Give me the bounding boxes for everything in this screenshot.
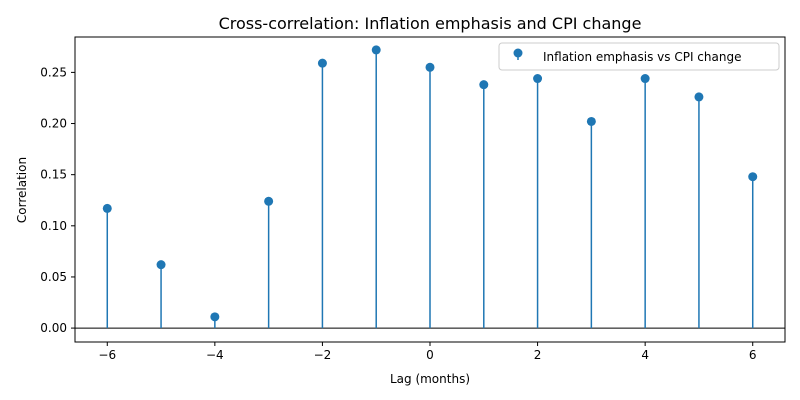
legend: Inflation emphasis vs CPI change (498, 42, 780, 71)
legend-frame (498, 42, 780, 71)
data-point (586, 116, 596, 126)
data-point (371, 45, 381, 55)
y-tick-label: 0.15 (40, 168, 67, 182)
data-point (317, 58, 327, 68)
x-tick-label: 6 (749, 348, 757, 362)
legend-marker-swatch (513, 48, 523, 58)
y-tick-label: 0.25 (40, 65, 67, 79)
x-tick-label: 0 (426, 348, 434, 362)
legend-entry-label: Inflation emphasis vs CPI change (543, 50, 741, 64)
x-tick-label: −2 (314, 348, 332, 362)
y-tick-label: 0.20 (40, 117, 67, 131)
y-tick-label: 0.10 (40, 219, 67, 233)
x-tick-label: 4 (641, 348, 649, 362)
data-point (264, 196, 274, 206)
data-point (156, 260, 166, 270)
x-tick-label: 2 (534, 348, 542, 362)
data-point (748, 172, 758, 182)
x-tick-label: −6 (98, 348, 116, 362)
data-point (533, 74, 543, 84)
data-point (425, 62, 435, 72)
x-axis-label: Lag (months) (390, 372, 470, 386)
y-tick-label: 0.00 (40, 321, 67, 335)
data-point (479, 80, 489, 90)
x-tick-label: −4 (206, 348, 224, 362)
y-tick-label: 0.05 (40, 270, 67, 284)
data-point (210, 312, 220, 322)
data-point (102, 203, 112, 213)
y-axis: 0.00 0.05 0.10 0.15 0.20 0.25 (40, 65, 75, 335)
plot-area (74, 36, 786, 343)
data-point (694, 92, 704, 102)
data-point (640, 74, 650, 84)
y-axis-label: Correlation (15, 157, 29, 223)
chart-title: Cross-correlation: Inflation emphasis an… (219, 14, 642, 33)
x-axis: −6 −4 −2 0 2 4 6 (98, 342, 757, 362)
